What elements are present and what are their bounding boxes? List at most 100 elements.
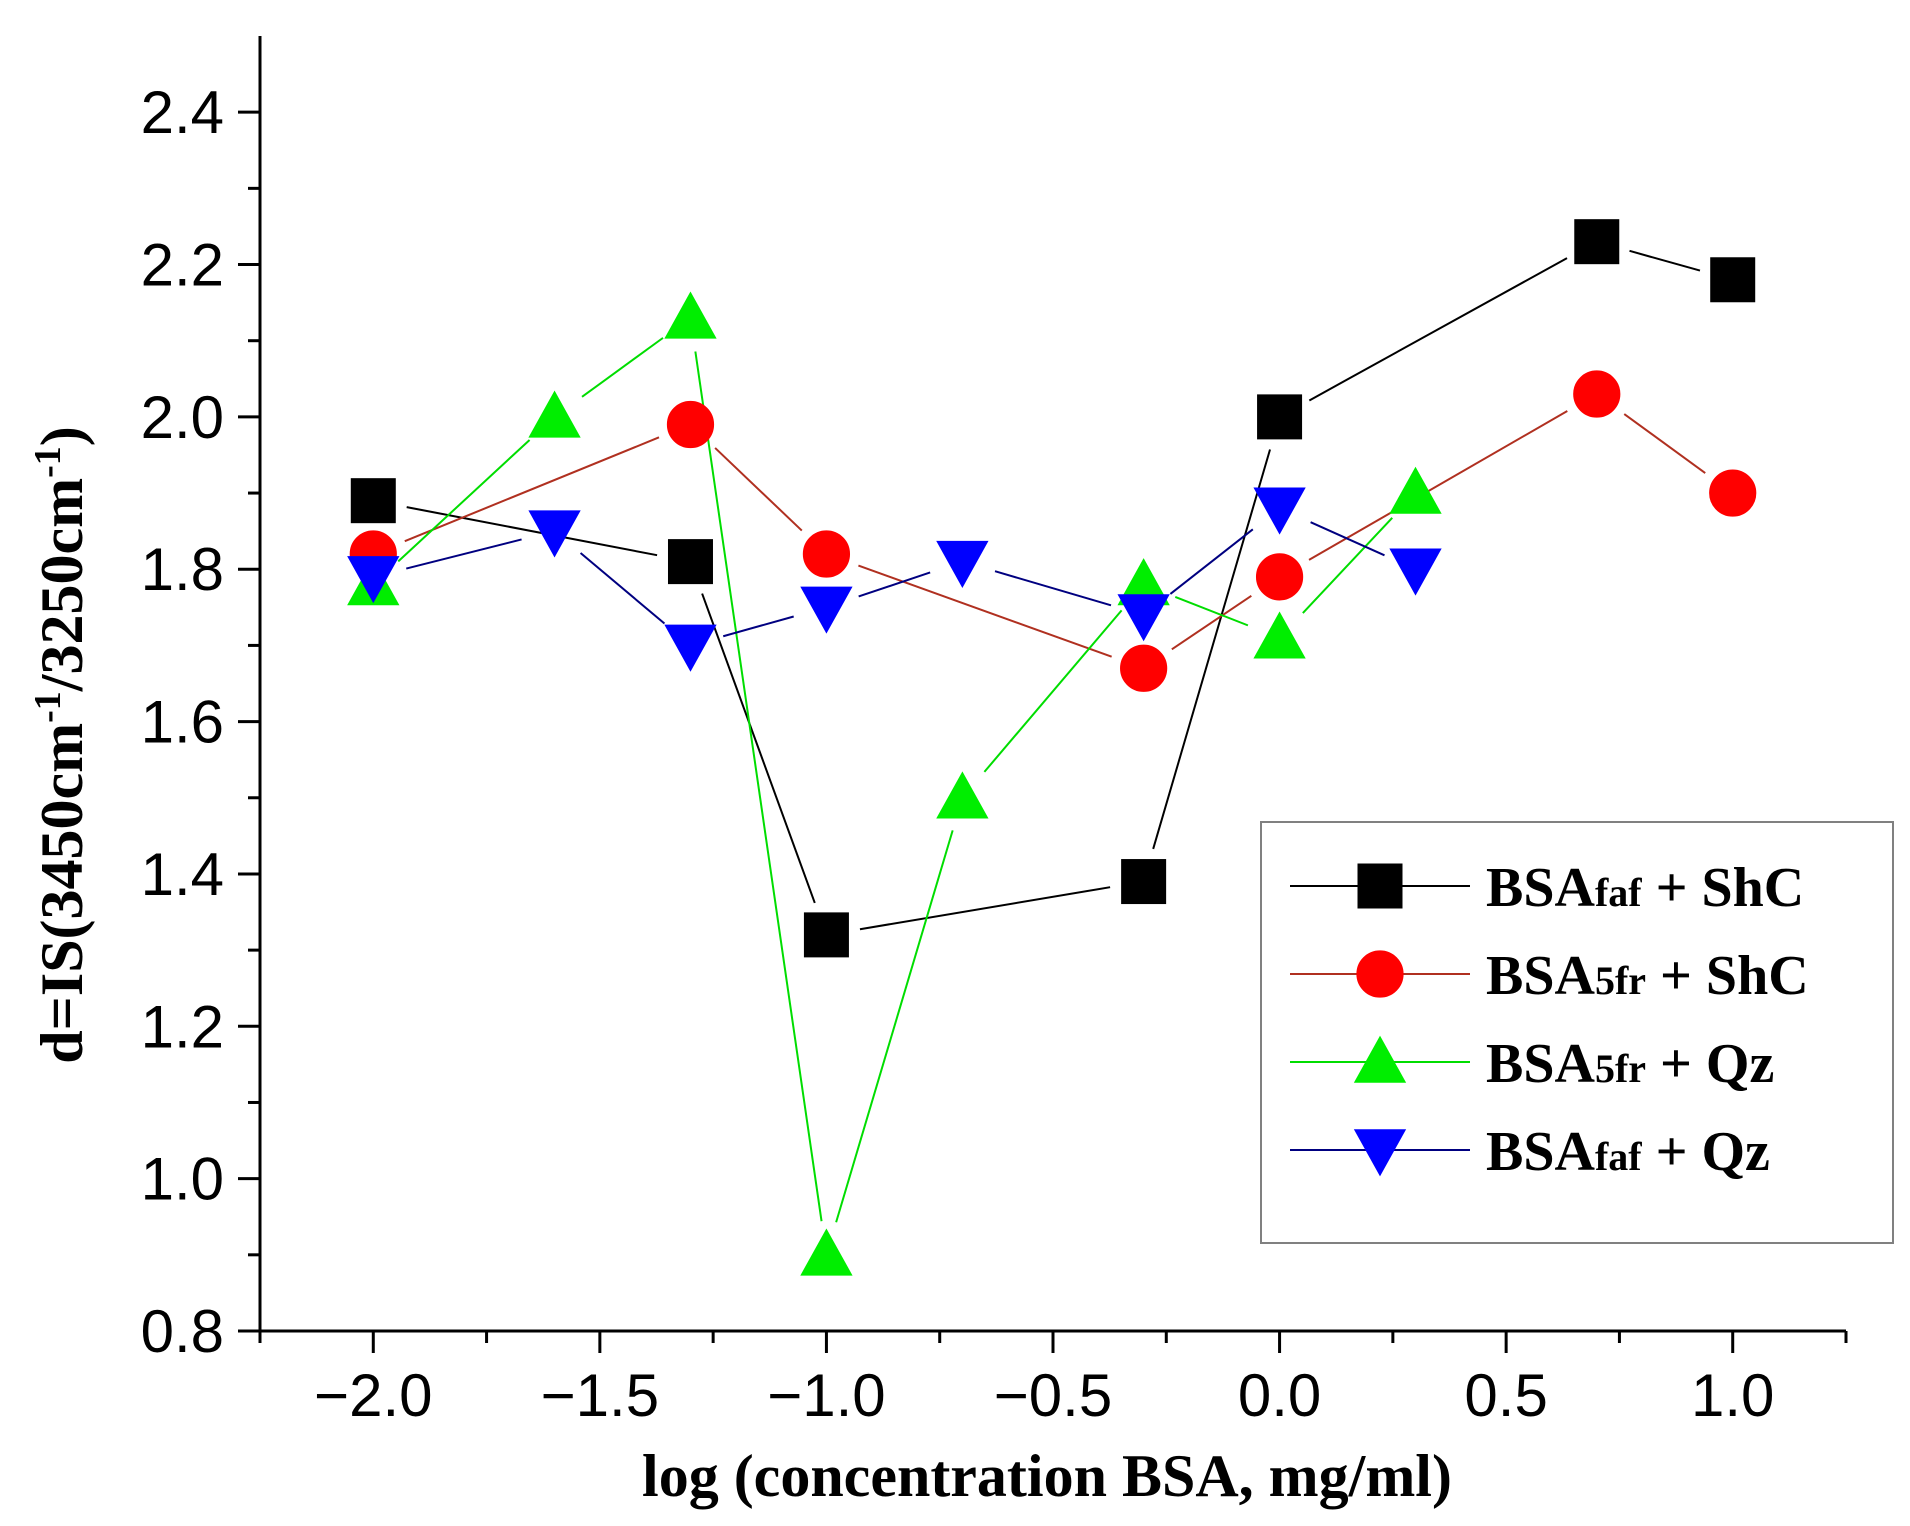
legend-label-rest: + Qz xyxy=(1646,1033,1774,1095)
series-line-segment xyxy=(406,538,522,570)
data-point xyxy=(800,586,853,634)
legend-label-sub: 5fr xyxy=(1595,1046,1646,1091)
series-line-segment xyxy=(1171,594,1252,651)
series-line-segment xyxy=(722,615,794,638)
y-tick-label: 0.8 xyxy=(141,1298,224,1365)
legend-label-rest: + Qz xyxy=(1642,1121,1770,1183)
legend-label-base: BSA xyxy=(1486,1033,1595,1095)
data-point xyxy=(1121,859,1167,905)
series-line-segment xyxy=(1174,595,1249,627)
y-axis-title-suffix: ) xyxy=(29,426,95,446)
data-point xyxy=(1573,370,1621,418)
legend-label-sub: 5fr xyxy=(1595,958,1646,1003)
data-point xyxy=(800,1228,853,1276)
x-tick-label: 1.0 xyxy=(1691,1362,1774,1429)
y-axis-title-sup1: -1 xyxy=(27,691,69,723)
series-line-segment xyxy=(1310,521,1385,557)
data-point xyxy=(528,390,581,438)
series-line-segment xyxy=(1308,257,1568,402)
y-tick-label: 1.0 xyxy=(141,1146,224,1213)
data-point xyxy=(667,539,713,585)
series-line-segment xyxy=(859,886,1111,931)
series-line-segment xyxy=(1169,528,1254,595)
series-line-segment xyxy=(835,830,954,1223)
x-tick-label: 0.0 xyxy=(1238,1362,1321,1429)
data-point xyxy=(1253,611,1306,659)
legend-marker xyxy=(1353,1129,1407,1177)
data-point xyxy=(528,510,581,558)
series-line-segment xyxy=(581,337,664,398)
y-axis-title: d=IS(3450cm-1/3250cm-1) xyxy=(27,426,95,1063)
data-point xyxy=(1389,466,1442,514)
legend-marker xyxy=(1353,1035,1407,1083)
series-lines xyxy=(397,249,1706,1223)
y-axis-title-mid: /3250cm xyxy=(29,478,95,692)
data-point xyxy=(1120,644,1168,692)
legend-label-base: BSA xyxy=(1486,1121,1595,1183)
legend-label-rest: + ShC xyxy=(1642,857,1805,919)
y-tick-label: 1.8 xyxy=(141,536,224,603)
y-tick-label: 1.2 xyxy=(141,993,224,1060)
series-line-segment xyxy=(858,564,1112,658)
data-point xyxy=(936,771,989,819)
legend-marker xyxy=(1357,863,1403,909)
data-point xyxy=(1389,548,1442,596)
series-line-segment xyxy=(579,552,666,625)
legend-label-base: BSA xyxy=(1486,945,1595,1007)
series-line-segment xyxy=(1152,449,1271,850)
data-point xyxy=(1709,469,1757,517)
data-point xyxy=(347,556,400,604)
data-point xyxy=(803,912,849,958)
y-tick-label: 2.2 xyxy=(141,232,224,299)
legend-label: BSA5fr + ShC xyxy=(1486,945,1809,1007)
series-line-segment xyxy=(714,447,803,532)
series-line-segment xyxy=(701,593,816,904)
legend-label-base: BSA xyxy=(1486,857,1595,919)
legend-label: BSAfaf + Qz xyxy=(1486,1121,1770,1183)
legend-label-sub: faf xyxy=(1595,870,1642,915)
x-tick-label: 0.5 xyxy=(1464,1362,1547,1429)
series-line-segment xyxy=(1308,410,1568,561)
data-point xyxy=(802,530,851,578)
x-axis-title: log (concentration BSA, mg/ml) xyxy=(642,1443,1452,1509)
y-tick-label: 1.6 xyxy=(141,689,224,756)
data-point xyxy=(1710,257,1756,303)
data-point xyxy=(664,291,717,339)
legend-label-rest: + ShC xyxy=(1646,945,1809,1007)
x-tick-label: −1.5 xyxy=(541,1362,659,1429)
data-point xyxy=(1255,553,1304,601)
y-tick-label: 1.4 xyxy=(141,841,224,908)
y-tick-label: 2.0 xyxy=(141,384,224,451)
legend-label: BSAfaf + ShC xyxy=(1486,857,1804,919)
data-point xyxy=(1574,219,1620,265)
y-axis-title-prefix: d=IS(3450cm xyxy=(29,723,95,1064)
x-tick-label: −0.5 xyxy=(994,1362,1112,1429)
series-line-segment xyxy=(858,571,931,598)
legend-marker xyxy=(1356,950,1404,998)
series-line-segment xyxy=(397,439,531,563)
series-line-segment xyxy=(983,609,1123,773)
legend-label-sub: faf xyxy=(1595,1134,1642,1179)
series-line-segment xyxy=(694,351,823,1222)
y-tick-label: 2.4 xyxy=(141,79,224,146)
series-line-segment xyxy=(1302,517,1393,614)
series-line-segment xyxy=(404,436,660,543)
series-line-segment xyxy=(994,570,1112,607)
data-point xyxy=(1253,487,1306,535)
data-point xyxy=(936,540,989,588)
data-point xyxy=(664,624,717,672)
series-markers xyxy=(347,219,1757,1276)
data-point xyxy=(350,478,396,524)
legend-label: BSA5fr + Qz xyxy=(1486,1033,1774,1095)
series-line-segment xyxy=(1629,249,1701,272)
data-point xyxy=(1117,594,1170,642)
series-line-segment xyxy=(1623,413,1706,474)
y-axis-title-sup2: -1 xyxy=(27,446,69,478)
x-tick-label: −1.0 xyxy=(767,1362,885,1429)
data-point xyxy=(1257,394,1303,440)
ticks: 0.8 1.0 1.2 1.4 1.6 1.8 2.0 2.2 2.4 −2.0 −1.5 −1.0 −… xyxy=(141,79,1848,1429)
x-tick-label: −2.0 xyxy=(314,1362,432,1429)
data-point xyxy=(666,400,715,449)
